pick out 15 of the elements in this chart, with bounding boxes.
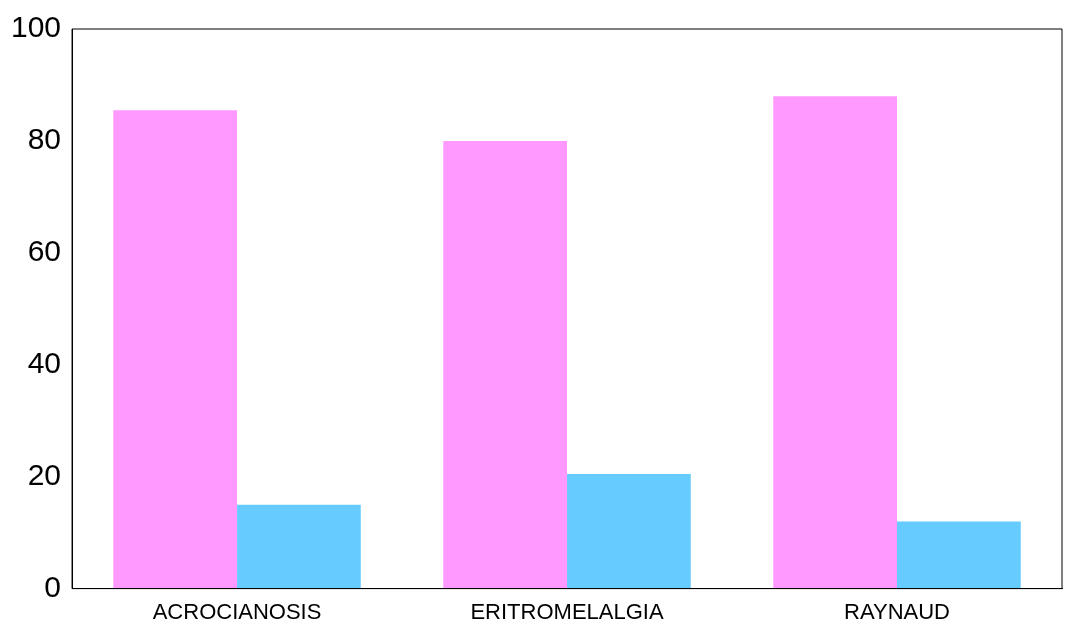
x-tick-label: ERITROMELALGIA	[470, 598, 664, 624]
x-tick-label: RAYNAUD	[844, 598, 950, 624]
y-tick-label: 60	[27, 234, 62, 268]
bar	[567, 473, 691, 589]
y-tick-label: 40	[27, 346, 62, 380]
bar	[443, 140, 568, 589]
y-tick-label: 20	[27, 457, 62, 491]
x-tick-label: ACROCIANOSIS	[152, 598, 322, 624]
y-tick-label: 100	[10, 10, 62, 44]
bar	[237, 504, 361, 589]
bar	[773, 96, 898, 589]
y-tick-label: 0	[44, 569, 62, 603]
bar	[113, 110, 238, 589]
y-tick-label: 80	[27, 122, 62, 156]
bar	[897, 521, 1021, 589]
